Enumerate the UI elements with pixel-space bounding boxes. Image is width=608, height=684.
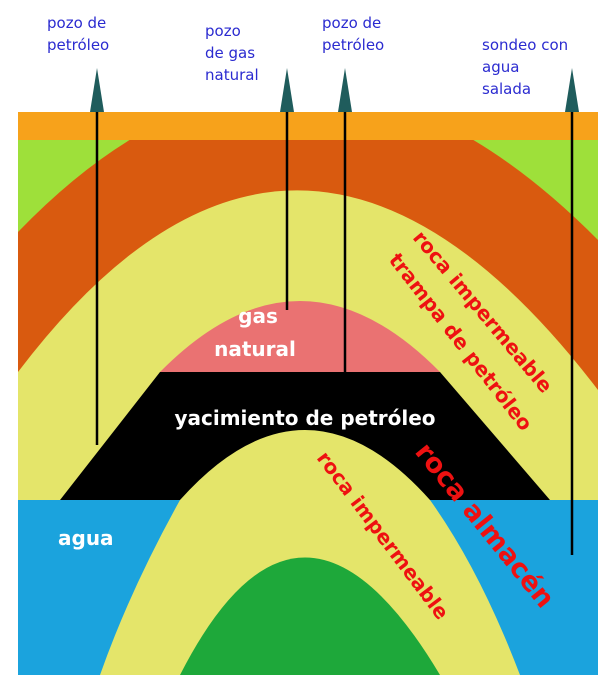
- well-label: agua: [482, 58, 519, 76]
- page: pozo de petróleo pozo de gas natural poz…: [0, 0, 608, 684]
- well-label: sondeo con: [482, 36, 568, 54]
- derrick: [565, 68, 579, 112]
- well-label: natural: [205, 66, 259, 84]
- well-label: pozo de: [322, 14, 381, 32]
- derrick: [280, 68, 294, 112]
- strata: [18, 88, 598, 675]
- well-label: salada: [482, 80, 531, 98]
- derrick: [90, 68, 104, 112]
- ground-surface: [18, 112, 598, 140]
- well-label: pozo: [205, 22, 241, 40]
- gas-label: gas: [238, 304, 278, 328]
- gas-label: natural: [214, 337, 296, 361]
- well-label: pozo de: [47, 14, 106, 32]
- diagram: pozo de petróleo pozo de gas natural poz…: [0, 0, 608, 684]
- well-label: de gas: [205, 44, 255, 62]
- water-label: agua: [58, 526, 114, 550]
- well-label: petróleo: [322, 36, 384, 54]
- well-label: petróleo: [47, 36, 109, 54]
- derrick: [338, 68, 352, 112]
- oil-label: yacimiento de petróleo: [174, 406, 435, 430]
